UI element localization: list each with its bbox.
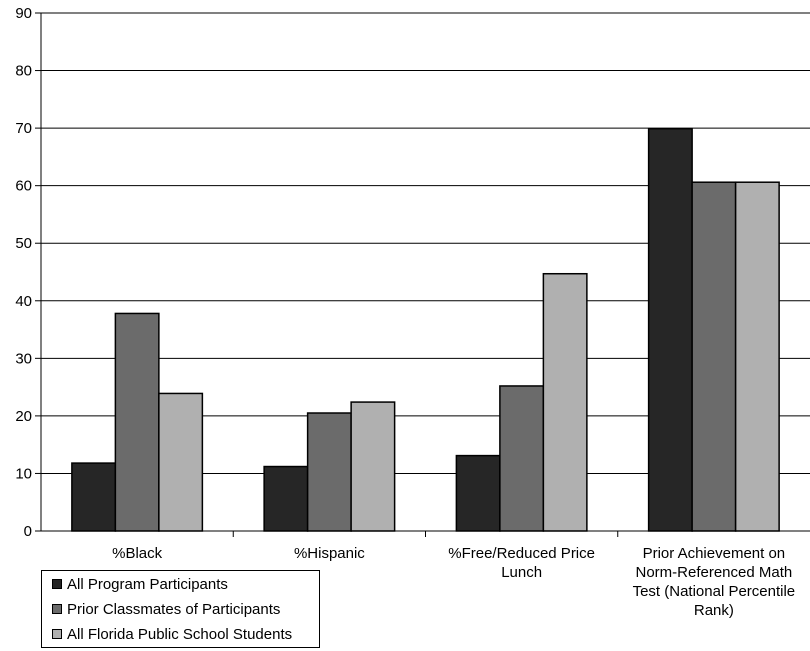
legend-label: Prior Classmates of Participants xyxy=(67,600,281,618)
y-tick-label: 60 xyxy=(15,178,32,195)
bar xyxy=(455,454,501,532)
bar xyxy=(542,272,588,532)
y-tick-label: 40 xyxy=(15,293,32,310)
y-tick-label: 20 xyxy=(15,408,32,425)
legend-label: All Program Participants xyxy=(67,575,228,593)
bar xyxy=(263,465,309,532)
legend-item: All Florida Public School Students xyxy=(52,624,292,644)
legend-label: All Florida Public School Students xyxy=(67,625,293,643)
bar xyxy=(691,181,737,532)
y-tick-label: 30 xyxy=(15,350,32,367)
category-labels: %Black %Hispanic %Free/Reduced Price Lunch P… xyxy=(112,545,795,619)
bar xyxy=(734,181,780,532)
legend-swatch xyxy=(52,579,62,589)
y-tick-label: 50 xyxy=(15,235,32,252)
bar xyxy=(647,127,693,532)
bar xyxy=(158,392,204,532)
category-label: Test (National Percentile xyxy=(633,583,796,600)
category-label: Prior Achievement on xyxy=(643,545,786,562)
category-label: %Free/Reduced Price xyxy=(448,545,595,562)
y-tick-label: 10 xyxy=(15,465,32,482)
axes xyxy=(35,12,810,537)
bar xyxy=(499,385,545,532)
category-label: %Hispanic xyxy=(294,545,365,562)
legend-swatch xyxy=(52,629,62,639)
bar xyxy=(114,312,160,532)
legend-item: Prior Classmates of Participants xyxy=(52,599,280,619)
y-tick-label: 90 xyxy=(15,5,32,22)
category-label: Lunch xyxy=(501,564,542,581)
y-tick-label: 70 xyxy=(15,120,32,137)
legend: All Program Participants Prior Classmate… xyxy=(41,570,320,648)
bars xyxy=(71,127,780,532)
y-tick-labels: 0 10 20 30 40 50 60 70 80 90 xyxy=(15,5,32,540)
category-label: Rank) xyxy=(694,602,734,619)
category-label: Norm-Referenced Math xyxy=(636,564,793,581)
bar xyxy=(71,462,117,532)
category-label: %Black xyxy=(112,545,163,562)
legend-item: All Program Participants xyxy=(52,574,228,594)
bar xyxy=(350,401,396,532)
y-tick-label: 0 xyxy=(24,523,32,540)
bar xyxy=(306,412,352,532)
legend-swatch xyxy=(52,604,62,614)
y-tick-label: 80 xyxy=(15,63,32,80)
